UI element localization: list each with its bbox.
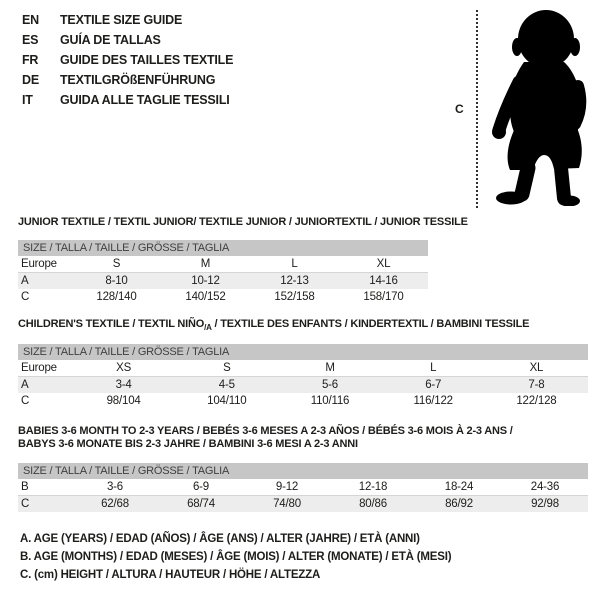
language-title: TEXTILGRÖßENFÜHRUNG [60, 73, 216, 87]
language-code: IT [22, 93, 33, 107]
table-cell: 98/104 [106, 395, 141, 408]
table-cell: 92/98 [531, 498, 559, 510]
children-size-table: SIZE / TALLA / TAILLE / GRÖSSE / TAGLIA E… [18, 344, 588, 409]
size-header-bar: SIZE / TALLA / TAILLE / GRÖSSE / TAGLIA [18, 240, 428, 256]
table-cell: L [430, 362, 437, 375]
table-row: C 98/104 104/110 110/116 116/122 122/128 [18, 393, 588, 409]
row-label: Europe [21, 362, 57, 375]
language-item: IT GUIDA ALLE TAGLIE TESSILI [22, 90, 233, 110]
children-title-post: / TEXTILE DES ENFANTS / KINDERTEXTIL / B… [211, 318, 530, 330]
junior-section: JUNIOR TEXTILE / TEXTIL JUNIOR/ TEXTILE … [18, 216, 468, 305]
language-code: EN [22, 13, 39, 27]
legend-note: B. AGE (MONTHS) / EDAD (MESES) / ÂGE (MO… [20, 551, 452, 563]
table-cell: S [112, 258, 121, 270]
table-cell: 3-4 [115, 379, 132, 392]
children-title-pre: CHILDREN'S TEXTILE / TEXTIL NIÑO [18, 318, 205, 330]
table-cell: 4-5 [218, 379, 235, 392]
table-cell: 12-18 [358, 481, 388, 493]
language-code: ES [22, 33, 39, 47]
children-section-title: CHILDREN'S TEXTILE / TEXTIL NIÑO/A / TEX… [18, 318, 588, 334]
table-row: C 128/140 140/152 152/158 158/170 [18, 289, 428, 305]
table-cell: 158/170 [363, 291, 404, 303]
table-cell: 5-6 [321, 379, 339, 392]
legend-notes: A. AGE (YEARS) / EDAD (AÑOS) / ÂGE (ANS)… [20, 530, 452, 584]
table-row: A 3-4 4-5 5-6 6-7 7-8 [18, 377, 588, 394]
table-cell: 12-13 [280, 275, 309, 287]
children-title-subscript: /A [204, 323, 212, 333]
table-cell: 104/110 [207, 395, 247, 408]
table-cell: 140/152 [185, 291, 226, 303]
row-label: B [21, 481, 29, 493]
table-cell: L [291, 258, 298, 270]
table-row: B 3-6 6-9 9-12 12-18 18-24 24-36 [18, 479, 588, 496]
table-cell: 116/122 [413, 395, 454, 408]
row-label: Europe [21, 258, 57, 270]
table-cell: XS [116, 362, 132, 375]
table-row: Europe XS S M L XL [18, 360, 588, 378]
babies-size-table: SIZE / TALLA / TAILLE / GRÖSSE / TAGLIA B… [18, 463, 588, 512]
babies-title-line2: BABYS 3-6 MONATE BIS 2-3 JAHRE / BAMBINI… [18, 438, 358, 450]
row-label: C [21, 291, 30, 303]
language-item: ES GUÍA DE TALLAS [22, 30, 233, 50]
size-header-bar: SIZE / TALLA / TAILLE / GRÖSSE / TAGLIA [18, 463, 588, 479]
legend-note: C. (cm) HEIGHT / ALTURA / HAUTEUR / HÖHE… [20, 569, 321, 581]
baby-figure-area: C [450, 4, 600, 210]
language-item: EN TEXTILE SIZE GUIDE [22, 10, 233, 30]
row-label: A [21, 275, 29, 287]
table-cell: 18-24 [444, 481, 474, 493]
table-cell: 68/74 [187, 498, 215, 510]
table-cell: XL [529, 362, 544, 375]
row-label: C [21, 498, 30, 510]
language-code: FR [22, 53, 39, 67]
legend-note: A. AGE (YEARS) / EDAD (AÑOS) / ÂGE (ANS)… [20, 533, 420, 545]
table-cell: 110/116 [310, 395, 350, 408]
table-cell: 6-9 [192, 481, 210, 493]
babies-section: BABIES 3-6 MONTH TO 2-3 YEARS / BEBÉS 3-… [18, 425, 588, 512]
babies-title-line1: BABIES 3-6 MONTH TO 2-3 YEARS / BEBÉS 3-… [18, 425, 513, 437]
baby-silhouette-icon [492, 10, 587, 206]
table-cell: M [325, 362, 335, 375]
language-title: GUIDE DES TAILLES TEXTILE [60, 53, 234, 67]
babies-section-title: BABIES 3-6 MONTH TO 2-3 YEARS / BEBÉS 3-… [18, 425, 588, 451]
row-label: A [21, 379, 29, 392]
table-cell: 14-16 [369, 275, 398, 287]
language-code: DE [22, 73, 39, 87]
language-item: DE TEXTILGRÖßENFÜHRUNG [22, 70, 233, 90]
table-row: A 8-10 10-12 12-13 14-16 [18, 273, 428, 289]
table-cell: 74/80 [273, 498, 301, 510]
junior-size-table: SIZE / TALLA / TAILLE / GRÖSSE / TAGLIA E… [18, 240, 428, 305]
height-measure-dotted-line [476, 10, 478, 208]
table-row: Europe S M L XL [18, 256, 428, 273]
table-cell: 62/68 [101, 498, 129, 510]
table-cell: 3-6 [106, 481, 124, 493]
table-cell: 24-36 [530, 481, 560, 493]
table-cell: 80/86 [359, 498, 387, 510]
size-header-bar: SIZE / TALLA / TAILLE / GRÖSSE / TAGLIA [18, 344, 588, 361]
table-cell: XL [376, 258, 391, 270]
language-list: EN TEXTILE SIZE GUIDE ES GUÍA DE TALLAS FR GU… [22, 10, 233, 110]
table-cell: 86/92 [445, 498, 473, 510]
table-cell: 8-10 [105, 275, 128, 287]
table-cell: 152/158 [274, 291, 315, 303]
table-cell: 122/128 [516, 395, 557, 408]
language-title: GUÍA DE TALLAS [60, 33, 161, 47]
table-cell: M [200, 258, 211, 270]
table-row: C 62/68 68/74 74/80 80/86 86/92 92/98 [18, 496, 588, 512]
language-title: GUIDA ALLE TAGLIE TESSILI [60, 93, 230, 107]
table-cell: S [223, 362, 231, 375]
table-cell: 6-7 [425, 379, 442, 392]
children-section: CHILDREN'S TEXTILE / TEXTIL NIÑO/A / TEX… [18, 318, 588, 409]
height-measure-label: C [455, 102, 464, 116]
language-item: FR GUIDE DES TAILLES TEXTILE [22, 50, 233, 70]
table-cell: 128/140 [96, 291, 137, 303]
row-label: C [21, 395, 30, 408]
table-cell: 10-12 [191, 275, 220, 287]
table-cell: 9-12 [275, 481, 299, 493]
table-cell: 7-8 [528, 379, 545, 392]
language-title: TEXTILE SIZE GUIDE [60, 13, 183, 27]
junior-section-title: JUNIOR TEXTILE / TEXTIL JUNIOR/ TEXTILE … [18, 216, 468, 228]
